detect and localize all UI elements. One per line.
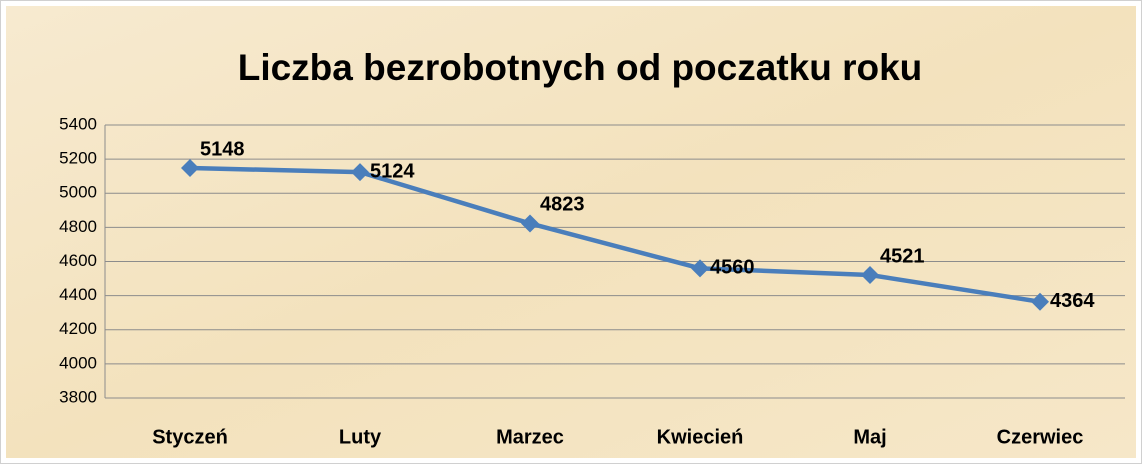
x-tick-label: Maj	[853, 426, 886, 448]
y-tick-label: 4600	[59, 251, 97, 270]
y-tick-label: 4200	[59, 319, 97, 338]
y-tick-label: 3800	[59, 387, 97, 406]
marker	[181, 158, 199, 177]
marker	[351, 163, 369, 182]
y-tick-label: 4000	[59, 353, 97, 372]
chart-title: Liczba bezrobotnych od poczatku roku	[238, 47, 923, 88]
marker	[1031, 292, 1049, 311]
y-tick-label: 5400	[59, 114, 97, 133]
data-label: 4521	[880, 245, 925, 267]
marker	[691, 259, 709, 278]
x-tick-label: Marzec	[496, 426, 564, 448]
data-label: 4823	[540, 194, 585, 216]
y-tick-label: 4400	[59, 285, 97, 304]
data-label: 5148	[200, 138, 245, 160]
data-label: 5124	[370, 160, 415, 182]
x-tick-label: Luty	[339, 426, 382, 448]
y-tick-label: 4800	[59, 217, 97, 236]
marker	[521, 214, 539, 233]
data-label: 4364	[1050, 290, 1095, 312]
y-tick-label: 5000	[59, 183, 97, 202]
line	[189, 165, 1041, 304]
x-tick-label: Czerwiec	[997, 426, 1084, 448]
x-tick-label: Styczeń	[152, 426, 228, 448]
data-label: 4560	[710, 257, 755, 279]
x-tick-label: Kwiecień	[657, 426, 744, 448]
marker	[861, 265, 879, 284]
y-tick-label: 5200	[59, 149, 97, 168]
